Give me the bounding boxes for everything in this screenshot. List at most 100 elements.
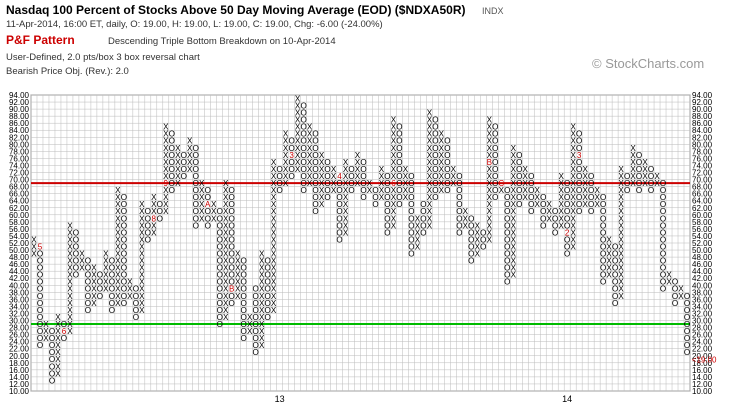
y-tick-label-left: 64.00 xyxy=(9,197,30,206)
x-box: X xyxy=(343,207,349,216)
o-box: O xyxy=(169,165,175,174)
o-box: O xyxy=(516,179,522,188)
y-tick-label-right: 86.00 xyxy=(692,119,713,128)
x-box: X xyxy=(487,207,493,216)
x-box: X xyxy=(343,221,349,230)
x-box: X xyxy=(43,327,49,336)
x-box: X xyxy=(570,235,576,244)
x-box: X xyxy=(558,214,564,223)
o-box: O xyxy=(564,214,570,223)
month-marker: B xyxy=(229,285,234,294)
o-box: O xyxy=(480,228,486,237)
o-box: O xyxy=(432,144,438,153)
o-box: O xyxy=(121,235,127,244)
o-box: O xyxy=(384,200,390,209)
o-box: O xyxy=(504,278,510,287)
o-box: O xyxy=(492,144,498,153)
o-box: O xyxy=(241,278,247,287)
x-box: X xyxy=(487,165,493,174)
o-box: O xyxy=(408,242,414,251)
o-box: O xyxy=(396,130,402,139)
x-box: X xyxy=(511,200,517,209)
x-box: X xyxy=(283,137,289,146)
x-box: X xyxy=(391,116,397,125)
x-box: X xyxy=(427,165,433,174)
x-box: X xyxy=(67,313,73,322)
x-box: X xyxy=(175,179,181,188)
month-marker: A xyxy=(205,200,211,209)
y-tick-label-right: 42.00 xyxy=(692,274,713,283)
o-box: O xyxy=(300,186,306,195)
y-tick-label-left: 68.00 xyxy=(9,183,30,192)
x-box: X xyxy=(115,285,121,294)
o-box: O xyxy=(660,179,666,188)
o-box: O xyxy=(432,165,438,174)
o-box: O xyxy=(468,214,474,223)
x-box: X xyxy=(163,130,169,139)
x-box: X xyxy=(163,165,169,174)
o-box: O xyxy=(636,186,642,195)
o-box: O xyxy=(456,221,462,230)
x-box: X xyxy=(391,214,397,223)
o-box: O xyxy=(492,165,498,174)
o-box: O xyxy=(528,179,534,188)
o-box: O xyxy=(432,158,438,167)
x-box: X xyxy=(427,144,433,153)
o-box: O xyxy=(576,158,582,167)
x-box: X xyxy=(151,221,157,230)
o-box: O xyxy=(492,172,498,181)
pattern-label[interactable]: P&F Pattern xyxy=(6,33,75,47)
x-box: X xyxy=(187,158,193,167)
o-box: O xyxy=(528,186,534,195)
o-box: O xyxy=(229,249,235,258)
o-box: O xyxy=(600,200,606,209)
o-box: O xyxy=(217,299,223,308)
o-box: O xyxy=(97,278,103,287)
x-box: X xyxy=(175,165,181,174)
o-box: O xyxy=(121,264,127,273)
o-box: O xyxy=(217,221,223,230)
x-box: X xyxy=(642,172,648,181)
y-tick-label-left: 74.00 xyxy=(9,161,30,170)
x-box: X xyxy=(331,179,337,188)
o-box: O xyxy=(576,179,582,188)
o-box: O xyxy=(372,193,378,202)
month-marker: 5 xyxy=(38,242,43,251)
x-box: X xyxy=(283,130,289,139)
o-box: O xyxy=(516,186,522,195)
x-box: X xyxy=(247,327,253,336)
o-box: O xyxy=(49,376,55,385)
o-box: O xyxy=(276,186,282,195)
x-box: X xyxy=(307,123,313,132)
o-box: O xyxy=(504,214,510,223)
x-box: X xyxy=(115,200,121,209)
x-box: X xyxy=(319,172,325,181)
o-box: O xyxy=(61,320,67,329)
o-box: O xyxy=(121,249,127,258)
x-box: X xyxy=(343,158,349,167)
x-box: X xyxy=(199,186,205,195)
x-box: X xyxy=(67,228,73,237)
x-box: X xyxy=(283,172,289,181)
o-box: O xyxy=(432,116,438,125)
o-box: O xyxy=(396,179,402,188)
x-box: X xyxy=(223,242,229,251)
o-box: O xyxy=(109,292,115,301)
o-box: O xyxy=(109,285,115,294)
o-box: O xyxy=(217,278,223,287)
o-box: O xyxy=(612,278,618,287)
x-box: X xyxy=(223,193,229,202)
x-box: X xyxy=(247,320,253,329)
y-tick-label-right: 70.00 xyxy=(692,176,713,185)
y-tick-label-left: 90.00 xyxy=(9,105,30,114)
o-box: O xyxy=(49,369,55,378)
x-box: X xyxy=(570,123,576,132)
x-box: X xyxy=(103,285,109,294)
x-box: X xyxy=(259,278,265,287)
o-box: O xyxy=(468,228,474,237)
x-box: X xyxy=(618,278,624,287)
x-box: X xyxy=(427,200,433,209)
x-box: X xyxy=(415,228,421,237)
x-box: X xyxy=(606,249,612,258)
x-box: X xyxy=(415,221,421,230)
